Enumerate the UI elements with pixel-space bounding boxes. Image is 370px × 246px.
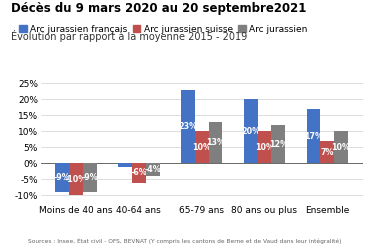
Text: 13%: 13% [206, 138, 225, 147]
Text: -6%: -6% [131, 169, 147, 177]
Text: 10%: 10% [255, 143, 274, 152]
Text: Évolution par rapport à la moyenne 2015 - 2019: Évolution par rapport à la moyenne 2015 … [11, 30, 248, 42]
Bar [56, 163, 69, 192]
Bar [118, 163, 132, 167]
Text: -4%: -4% [144, 165, 161, 174]
Bar [69, 163, 83, 195]
Bar [258, 131, 271, 163]
Text: 23%: 23% [178, 122, 198, 131]
Text: Décès du 9 mars 2020 au 20 septembre2021: Décès du 9 mars 2020 au 20 septembre2021 [11, 2, 306, 15]
Bar [334, 131, 348, 163]
Text: 10%: 10% [332, 143, 350, 152]
Bar [195, 131, 209, 163]
Bar [83, 163, 97, 192]
Bar [271, 125, 285, 163]
Text: 12%: 12% [269, 140, 288, 149]
Text: 10%: 10% [192, 143, 211, 152]
Bar [320, 141, 334, 163]
Text: 7%: 7% [320, 148, 334, 157]
Bar [244, 99, 258, 163]
Bar [132, 163, 146, 183]
Text: -10%: -10% [65, 175, 87, 184]
Text: 17%: 17% [304, 132, 323, 141]
Bar [306, 109, 320, 163]
Legend: Arc jurassien français, Arc jurassien suisse, Arc jurassien: Arc jurassien français, Arc jurassien su… [20, 25, 307, 34]
Text: 20%: 20% [241, 127, 260, 136]
Text: -9%: -9% [81, 173, 98, 182]
Bar [181, 90, 195, 163]
Text: -9%: -9% [54, 173, 71, 182]
Text: Sources : Insee, État civil - OFS, BEVNAT (Y compris les cantons de Berne et de : Sources : Insee, État civil - OFS, BEVNA… [28, 237, 342, 244]
Bar [209, 122, 222, 163]
Bar [146, 163, 159, 176]
